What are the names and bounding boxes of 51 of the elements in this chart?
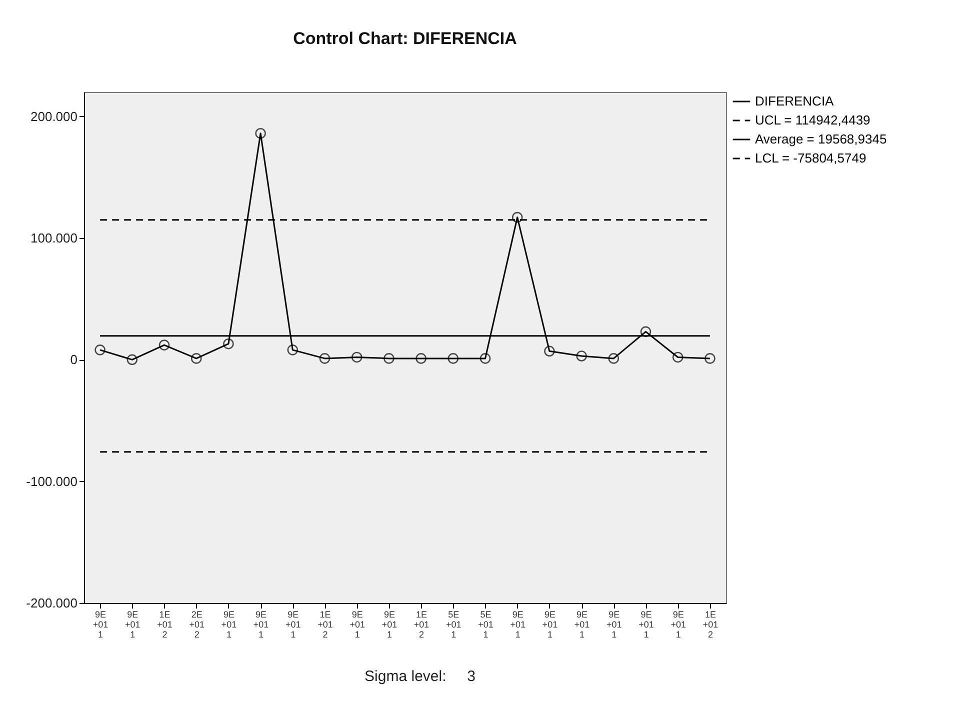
point <box>640 326 652 338</box>
x-tick-label: 9E+011 <box>382 610 398 640</box>
legend-label: DIFERENCIA <box>755 94 834 108</box>
y-tick-label: -100.000 <box>26 474 78 489</box>
legend-label: LCL = -75804,5749 <box>755 150 866 166</box>
point <box>190 353 202 364</box>
point <box>576 350 587 362</box>
x-tick-label: 9E+011 <box>125 610 140 640</box>
point <box>480 353 491 364</box>
chart-title: Control Chart: DIFERENCIA <box>293 29 517 48</box>
x-tick-label: 1E+012 <box>157 610 172 640</box>
point <box>704 353 716 364</box>
x-tick-label: 9E+011 <box>253 610 269 640</box>
x-tick-label: 5E+011 <box>478 610 494 640</box>
x-tick-label: 5E+011 <box>446 610 462 640</box>
x-tick-label: 9E+011 <box>92 610 108 640</box>
x-tick-label: 9E+011 <box>606 610 622 640</box>
x-tick-label: 1E+012 <box>702 610 718 640</box>
point <box>158 340 170 350</box>
point <box>255 128 266 139</box>
point <box>672 352 684 363</box>
x-tick-label: 1E+012 <box>414 610 430 640</box>
x-tick-label: 9E+011 <box>350 610 365 640</box>
point <box>512 212 523 223</box>
y-tick-label: 0 <box>70 352 78 368</box>
point <box>94 344 106 356</box>
x-tick-label: 9E+011 <box>286 610 301 640</box>
point <box>544 346 555 357</box>
y-tick-label: 100.000 <box>30 230 78 246</box>
point <box>608 353 620 364</box>
legend-label: Average = 19568,9345 <box>755 132 887 146</box>
point <box>416 353 426 364</box>
x-tick-label: 9E+011 <box>638 610 654 640</box>
legend-label: UCL = 114942,4439 <box>755 112 870 128</box>
y-tick-label: 200.000 <box>30 108 78 124</box>
x-tick-label: 1E+012 <box>318 610 333 640</box>
x-tick-label: 9E+011 <box>542 610 558 640</box>
x-tick-label: 2E+012 <box>189 610 204 640</box>
x-tick-label: 9E+011 <box>670 610 686 640</box>
y-tick-label: -200.000 <box>26 596 78 610</box>
point <box>351 352 362 363</box>
point <box>448 353 459 364</box>
point <box>126 354 138 366</box>
x-tick-label: 9E+011 <box>221 610 237 640</box>
point <box>384 353 394 364</box>
point <box>319 353 330 364</box>
point <box>287 344 298 356</box>
x-tick-label: 9E+011 <box>510 610 526 640</box>
text: Sigma level: 3 <box>364 668 476 685</box>
x-tick-label: 9E+011 <box>574 610 590 640</box>
point <box>223 338 234 350</box>
